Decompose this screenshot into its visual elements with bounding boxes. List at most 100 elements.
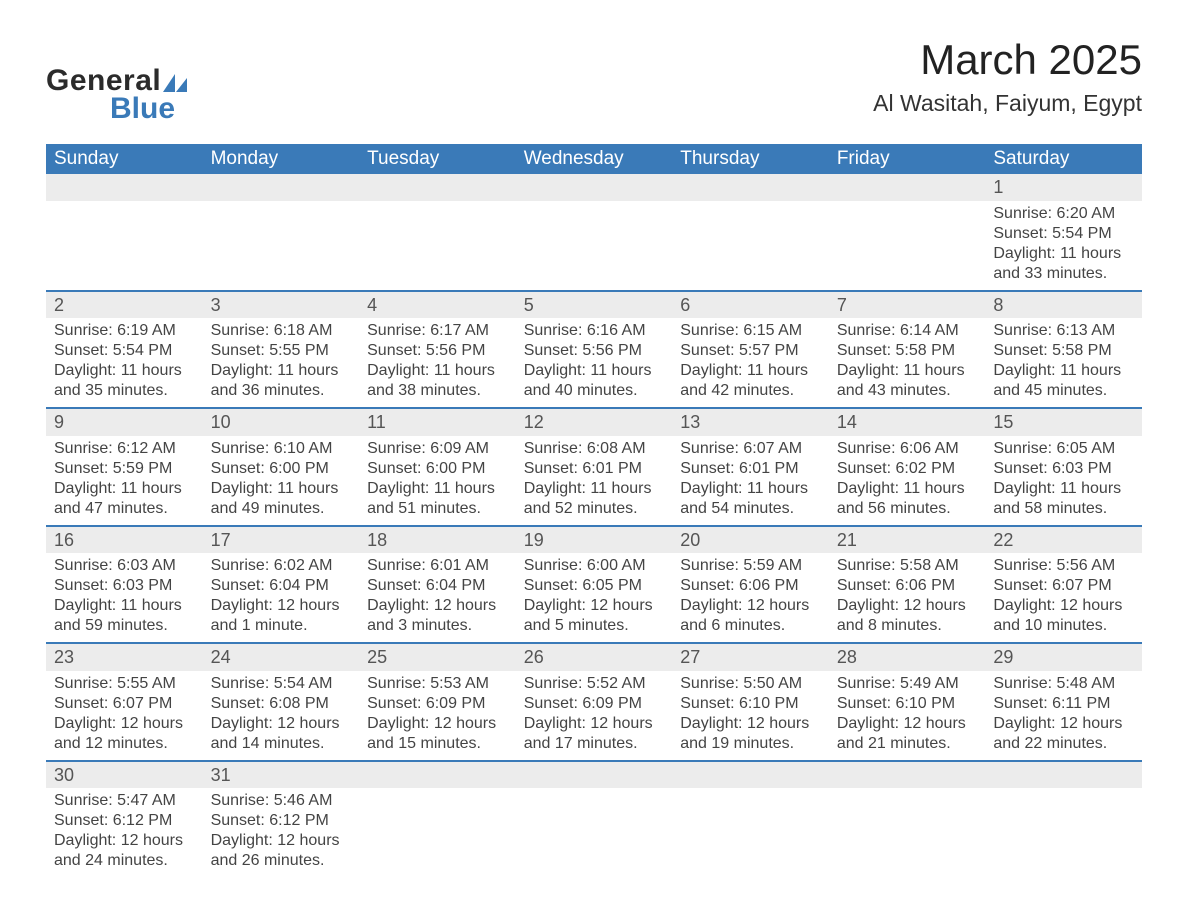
day-detail-line: Sunrise: 6:18 AM xyxy=(211,321,352,341)
day-detail-cell: Sunrise: 5:47 AMSunset: 6:12 PMDaylight:… xyxy=(46,788,203,877)
day-detail-line: and 24 minutes. xyxy=(54,851,195,871)
day-detail-line: Daylight: 12 hours xyxy=(211,714,352,734)
day-detail-line: Daylight: 11 hours xyxy=(54,596,195,616)
day-detail-line: and 22 minutes. xyxy=(993,734,1134,754)
day-detail-cell: Sunrise: 6:20 AMSunset: 5:54 PMDaylight:… xyxy=(985,201,1142,291)
day-detail-line: Sunset: 6:07 PM xyxy=(993,576,1134,596)
day-detail-line: Daylight: 11 hours xyxy=(367,361,508,381)
day-number-cell: 16 xyxy=(46,526,203,554)
day-detail-line: Sunrise: 5:49 AM xyxy=(837,674,978,694)
day-number-cell xyxy=(359,174,516,201)
day-detail-line: Sunrise: 6:12 AM xyxy=(54,439,195,459)
header-row: General Blue March 2025 Al Wasitah, Faiy… xyxy=(46,36,1142,126)
day-detail-cell xyxy=(516,201,673,291)
day-number-cell: 25 xyxy=(359,643,516,671)
day-number-cell: 4 xyxy=(359,291,516,319)
day-detail-cell xyxy=(985,788,1142,877)
day-detail-cell: Sunrise: 5:48 AMSunset: 6:11 PMDaylight:… xyxy=(985,671,1142,761)
day-detail-line: Sunrise: 5:54 AM xyxy=(211,674,352,694)
day-detail-cell: Sunrise: 5:49 AMSunset: 6:10 PMDaylight:… xyxy=(829,671,986,761)
day-detail-line: Sunset: 6:01 PM xyxy=(680,459,821,479)
day-detail-line: Sunset: 6:04 PM xyxy=(367,576,508,596)
day-detail-line: Sunset: 6:06 PM xyxy=(837,576,978,596)
day-detail-line: Sunrise: 6:03 AM xyxy=(54,556,195,576)
day-detail-line: Sunset: 6:09 PM xyxy=(367,694,508,714)
daynum-row: 3031 xyxy=(46,761,1142,789)
day-detail-cell: Sunrise: 5:52 AMSunset: 6:09 PMDaylight:… xyxy=(516,671,673,761)
day-detail-line: Daylight: 11 hours xyxy=(54,361,195,381)
day-detail-line: Sunset: 6:12 PM xyxy=(211,811,352,831)
day-detail-cell xyxy=(829,788,986,877)
day-header: Saturday xyxy=(985,144,1142,174)
day-detail-line: Sunset: 6:12 PM xyxy=(54,811,195,831)
day-detail-line: Sunrise: 6:20 AM xyxy=(993,204,1134,224)
day-detail-line: and 10 minutes. xyxy=(993,616,1134,636)
day-detail-line: Sunrise: 6:16 AM xyxy=(524,321,665,341)
day-detail-line: Sunset: 6:02 PM xyxy=(837,459,978,479)
day-detail-cell: Sunrise: 6:12 AMSunset: 5:59 PMDaylight:… xyxy=(46,436,203,526)
day-detail-cell xyxy=(672,201,829,291)
day-number-cell: 2 xyxy=(46,291,203,319)
day-detail-line: Sunset: 6:04 PM xyxy=(211,576,352,596)
detail-row: Sunrise: 5:47 AMSunset: 6:12 PMDaylight:… xyxy=(46,788,1142,877)
calendar-body: 1Sunrise: 6:20 AMSunset: 5:54 PMDaylight… xyxy=(46,174,1142,877)
day-detail-line: and 33 minutes. xyxy=(993,264,1134,284)
day-detail-line: and 12 minutes. xyxy=(54,734,195,754)
day-header: Sunday xyxy=(46,144,203,174)
day-detail-cell: Sunrise: 6:08 AMSunset: 6:01 PMDaylight:… xyxy=(516,436,673,526)
day-detail-cell: Sunrise: 6:19 AMSunset: 5:54 PMDaylight:… xyxy=(46,318,203,408)
day-detail-line: Sunrise: 5:47 AM xyxy=(54,791,195,811)
day-detail-line: Sunset: 6:06 PM xyxy=(680,576,821,596)
day-detail-cell xyxy=(203,201,360,291)
day-detail-line: Sunrise: 6:00 AM xyxy=(524,556,665,576)
day-detail-line: Sunset: 6:03 PM xyxy=(993,459,1134,479)
day-number-cell xyxy=(829,761,986,789)
day-detail-line: Daylight: 12 hours xyxy=(837,714,978,734)
day-detail-line: Daylight: 11 hours xyxy=(680,479,821,499)
day-number-cell: 6 xyxy=(672,291,829,319)
day-detail-line: Sunset: 6:03 PM xyxy=(54,576,195,596)
day-detail-line: and 3 minutes. xyxy=(367,616,508,636)
day-number-cell xyxy=(203,174,360,201)
day-detail-line: Sunrise: 5:50 AM xyxy=(680,674,821,694)
day-detail-line: and 40 minutes. xyxy=(524,381,665,401)
day-detail-line: Sunset: 5:56 PM xyxy=(367,341,508,361)
day-detail-line: Sunset: 5:54 PM xyxy=(993,224,1134,244)
day-detail-line: and 58 minutes. xyxy=(993,499,1134,519)
day-detail-cell xyxy=(829,201,986,291)
day-detail-line: Sunrise: 5:59 AM xyxy=(680,556,821,576)
day-detail-line: Sunrise: 6:10 AM xyxy=(211,439,352,459)
day-detail-line: Sunset: 6:08 PM xyxy=(211,694,352,714)
day-detail-line: and 5 minutes. xyxy=(524,616,665,636)
day-detail-cell: Sunrise: 6:03 AMSunset: 6:03 PMDaylight:… xyxy=(46,553,203,643)
day-detail-line: Sunrise: 6:09 AM xyxy=(367,439,508,459)
day-number-cell xyxy=(516,174,673,201)
day-detail-line: Sunrise: 6:08 AM xyxy=(524,439,665,459)
day-detail-cell: Sunrise: 6:05 AMSunset: 6:03 PMDaylight:… xyxy=(985,436,1142,526)
title-block: March 2025 Al Wasitah, Faiyum, Egypt xyxy=(873,36,1142,117)
day-detail-line: and 54 minutes. xyxy=(680,499,821,519)
day-detail-line: Daylight: 12 hours xyxy=(367,596,508,616)
day-detail-line: Sunrise: 6:05 AM xyxy=(993,439,1134,459)
day-detail-line: and 59 minutes. xyxy=(54,616,195,636)
day-detail-cell: Sunrise: 5:53 AMSunset: 6:09 PMDaylight:… xyxy=(359,671,516,761)
day-detail-line: Sunrise: 5:46 AM xyxy=(211,791,352,811)
day-detail-cell: Sunrise: 6:13 AMSunset: 5:58 PMDaylight:… xyxy=(985,318,1142,408)
day-number-cell: 22 xyxy=(985,526,1142,554)
day-header: Tuesday xyxy=(359,144,516,174)
day-detail-line: and 51 minutes. xyxy=(367,499,508,519)
day-number-cell: 29 xyxy=(985,643,1142,671)
day-detail-line: and 49 minutes. xyxy=(211,499,352,519)
day-detail-line: and 1 minute. xyxy=(211,616,352,636)
day-number-cell xyxy=(359,761,516,789)
detail-row: Sunrise: 6:20 AMSunset: 5:54 PMDaylight:… xyxy=(46,201,1142,291)
day-detail-cell xyxy=(46,201,203,291)
day-header-row: Sunday Monday Tuesday Wednesday Thursday… xyxy=(46,144,1142,174)
day-header: Wednesday xyxy=(516,144,673,174)
day-header: Thursday xyxy=(672,144,829,174)
day-detail-line: and 14 minutes. xyxy=(211,734,352,754)
day-detail-line: Sunset: 6:09 PM xyxy=(524,694,665,714)
detail-row: Sunrise: 6:19 AMSunset: 5:54 PMDaylight:… xyxy=(46,318,1142,408)
day-detail-line: Daylight: 11 hours xyxy=(211,361,352,381)
day-number-cell: 31 xyxy=(203,761,360,789)
